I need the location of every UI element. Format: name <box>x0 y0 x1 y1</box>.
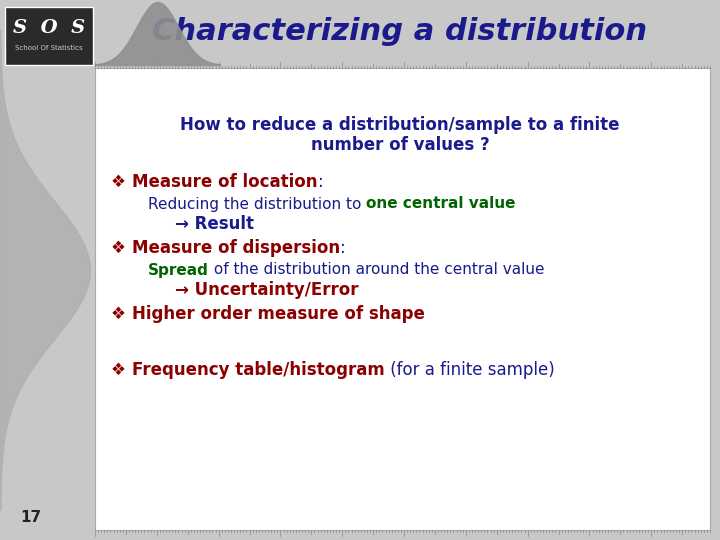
Text: Characterizing a distribution: Characterizing a distribution <box>153 17 647 46</box>
Text: Higher order measure of shape: Higher order measure of shape <box>132 305 425 323</box>
Text: → Uncertainty/Error: → Uncertainty/Error <box>175 281 359 299</box>
Text: S  O  S: S O S <box>13 19 85 37</box>
Text: :: : <box>340 239 346 257</box>
Text: 17: 17 <box>20 510 41 525</box>
Text: number of values ?: number of values ? <box>310 136 490 154</box>
Text: one central value: one central value <box>366 197 516 212</box>
Text: :: : <box>318 173 323 191</box>
Text: Reducing the distribution to: Reducing the distribution to <box>148 197 366 212</box>
Text: Measure of location: Measure of location <box>132 173 318 191</box>
Text: (for a finite sample): (for a finite sample) <box>384 361 554 379</box>
Text: School Of Statistics: School Of Statistics <box>15 45 83 51</box>
Bar <box>95 68 710 530</box>
Text: How to reduce a distribution/sample to a finite: How to reduce a distribution/sample to a… <box>180 116 620 134</box>
Bar <box>5 7 93 65</box>
Bar <box>0 0 720 65</box>
Text: Measure of dispersion: Measure of dispersion <box>132 239 340 257</box>
Text: Spread: Spread <box>148 262 209 278</box>
Text: → Result: → Result <box>175 215 254 233</box>
Text: ❖: ❖ <box>111 305 125 323</box>
Text: of the distribution around the central value: of the distribution around the central v… <box>209 262 544 278</box>
Text: Frequency table/histogram: Frequency table/histogram <box>132 361 384 379</box>
Text: ❖: ❖ <box>111 361 125 379</box>
Text: ❖: ❖ <box>111 239 125 257</box>
Text: ❖: ❖ <box>111 173 125 191</box>
